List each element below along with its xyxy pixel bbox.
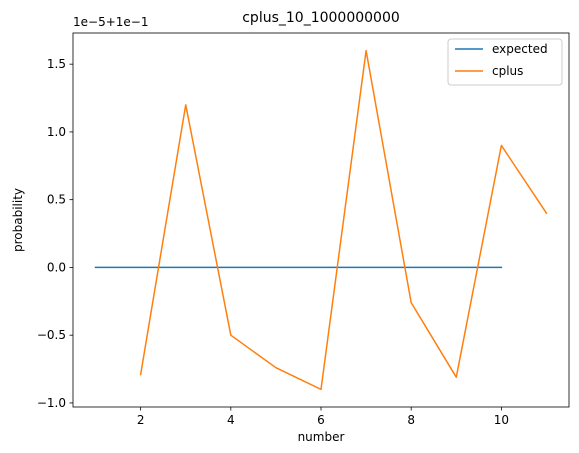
y-tick-label: 1.0 — [47, 125, 66, 139]
x-tick-label: 8 — [407, 413, 415, 427]
legend-label-cplus: cplus — [492, 64, 523, 78]
legend-label-expected: expected — [492, 42, 548, 56]
y-tick-label: −0.5 — [37, 328, 66, 342]
x-axis-label: number — [298, 430, 345, 444]
y-tick-label: −1.0 — [37, 396, 66, 410]
legend: expected cplus — [448, 39, 562, 85]
y-tick-label: 1.5 — [47, 57, 66, 71]
y-tick-label: 0.0 — [47, 260, 66, 274]
x-tick-label: 2 — [137, 413, 145, 427]
y-axis-label: probability — [11, 188, 25, 252]
x-tick-label: 10 — [494, 413, 509, 427]
x-tick-label: 6 — [317, 413, 325, 427]
y-tick-label: 0.5 — [47, 193, 66, 207]
x-tick-label: 4 — [227, 413, 235, 427]
chart-title: cplus_10_1000000000 — [242, 10, 400, 26]
y-axis-offset-label: 1e−5+1e−1 — [73, 15, 148, 29]
